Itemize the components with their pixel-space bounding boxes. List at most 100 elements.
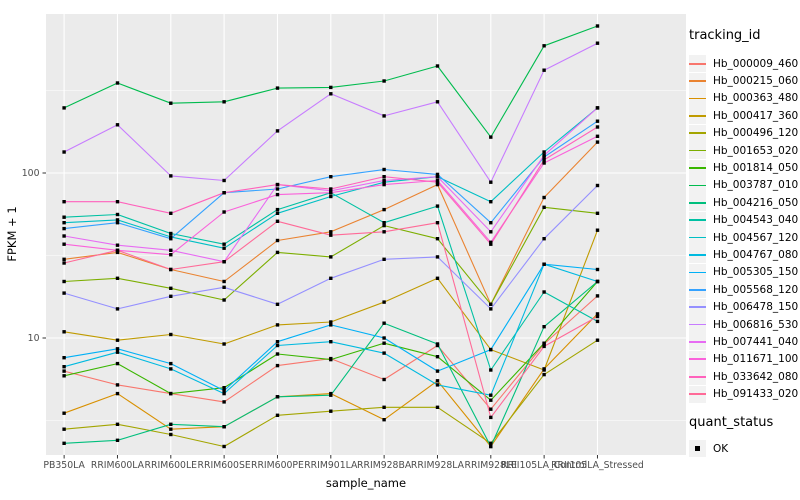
- data-point: [435, 369, 440, 373]
- legend-key-line: [689, 55, 706, 73]
- legend-item-label: Hb_001814_050: [713, 162, 799, 175]
- data-point: [595, 319, 600, 324]
- data-point: [595, 41, 600, 45]
- data-point: [222, 298, 226, 302]
- data-point: [382, 300, 386, 304]
- data-point: [542, 237, 546, 241]
- legend-item: Hb_004567_120: [689, 229, 798, 247]
- data-point: [542, 325, 546, 329]
- data-point: [169, 286, 173, 290]
- data-point: [489, 242, 493, 246]
- data-point: [435, 355, 440, 359]
- data-point: [62, 106, 66, 110]
- data-point: [489, 307, 493, 311]
- data-point: [169, 294, 173, 298]
- data-point: [62, 291, 66, 295]
- data-point: [222, 100, 226, 104]
- legend-item-label: Hb_011671_100: [713, 353, 799, 366]
- legend-item: Hb_000009_460: [689, 55, 798, 73]
- legend-key-line: [689, 298, 706, 316]
- series-color-swatch: [689, 236, 706, 239]
- data-point: [382, 182, 386, 187]
- data-point: [275, 363, 280, 368]
- data-point: [435, 276, 440, 280]
- data-point: [222, 279, 226, 284]
- data-point: [595, 119, 600, 123]
- data-point: [382, 207, 386, 212]
- data-point: [382, 79, 386, 83]
- legend-key-line: [689, 263, 706, 281]
- data-point: [595, 140, 600, 144]
- data-point: [275, 207, 280, 212]
- data-point: [542, 372, 546, 377]
- legend-item-label: Hb_005305_150: [713, 266, 799, 279]
- data-point: [62, 215, 66, 219]
- data-point: [489, 135, 493, 139]
- data-point: [489, 240, 493, 244]
- data-point: [329, 92, 333, 96]
- data-point: [169, 267, 173, 272]
- data-point: [62, 369, 66, 373]
- series-color-swatch: [689, 167, 706, 169]
- data-point: [62, 261, 66, 265]
- data-point: [222, 388, 226, 393]
- data-point: [435, 182, 440, 187]
- data-point: [169, 361, 173, 366]
- data-point: [115, 361, 120, 366]
- legend-item-label: Hb_003787_010: [713, 179, 799, 192]
- legend-item: Hb_000496_120: [689, 124, 798, 142]
- data-point: [169, 253, 173, 257]
- series-color-swatch: [689, 97, 706, 100]
- data-point: [595, 312, 600, 316]
- series-color-swatch: [689, 271, 706, 274]
- legend-item-label: Hb_000363_480: [713, 92, 799, 105]
- data-point: [329, 187, 333, 191]
- legend-key-line: [689, 72, 706, 90]
- data-point: [435, 204, 440, 208]
- legend-item-label: Hb_033642_080: [713, 370, 799, 383]
- data-point: [222, 285, 226, 289]
- x-tick-label: RRIM901LA: [304, 460, 358, 471]
- data-point: [542, 195, 546, 200]
- data-point: [329, 85, 333, 90]
- data-point: [489, 230, 493, 234]
- data-point: [275, 340, 280, 344]
- legend-key-line: [689, 176, 706, 194]
- data-point: [329, 194, 333, 199]
- data-point: [222, 242, 226, 246]
- legend-item: Hb_011671_100: [689, 350, 799, 368]
- data-point: [115, 248, 120, 252]
- data-point: [62, 441, 66, 445]
- series-color-swatch: [689, 254, 706, 256]
- data-point: [435, 237, 440, 241]
- data-point: [595, 279, 600, 284]
- data-point: [382, 351, 386, 355]
- plot-area: PB350LA RRIM600LA RRIM600LE RRIM600SE RRIM60…: [5, 14, 686, 490]
- data-point: [382, 377, 386, 382]
- data-point: [329, 323, 333, 327]
- data-point: [595, 338, 600, 342]
- data-point: [595, 134, 600, 138]
- data-point: [115, 123, 120, 127]
- data-point: [169, 332, 173, 337]
- series-color-swatch: [689, 375, 706, 378]
- series-color-swatch: [689, 288, 706, 291]
- legend-key-line: [689, 194, 706, 212]
- data-point: [115, 212, 120, 217]
- data-point: [115, 200, 120, 204]
- legend-item: Hb_004543_040: [689, 211, 798, 229]
- data-point: [382, 223, 386, 228]
- legend-key-line: [689, 316, 706, 334]
- data-point: [115, 347, 120, 351]
- data-point: [329, 320, 333, 324]
- legend-item: Hb_001653_020: [689, 142, 798, 160]
- data-point: [329, 230, 333, 234]
- data-point: [169, 367, 173, 371]
- data-point: [62, 279, 66, 284]
- data-point: [115, 383, 120, 387]
- data-point: [275, 323, 280, 327]
- data-point: [275, 302, 280, 306]
- legend-item-label: Hb_004767_080: [713, 248, 799, 261]
- data-point: [489, 407, 493, 411]
- data-point: [542, 161, 546, 165]
